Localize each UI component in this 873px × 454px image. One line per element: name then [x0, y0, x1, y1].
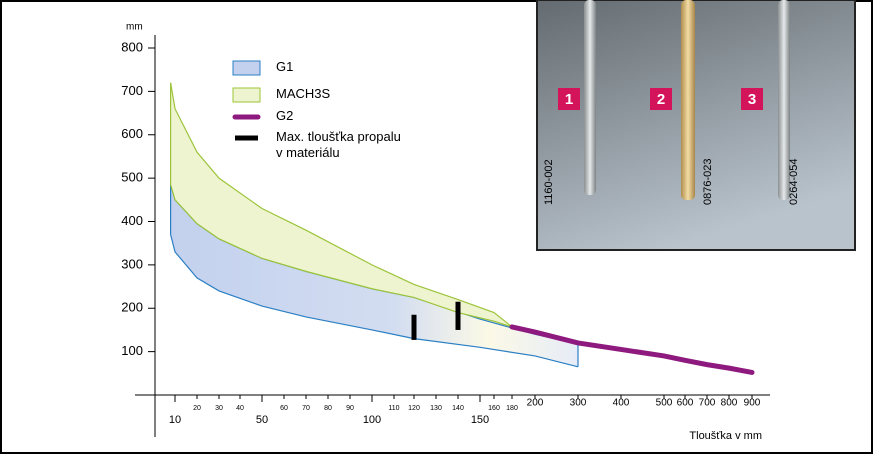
- x-tick-label: 160: [488, 405, 500, 412]
- x-tick-label: 80: [324, 405, 332, 412]
- electrode: [681, 0, 695, 200]
- x-tick-label: 300: [570, 398, 587, 409]
- x-tick-label: 20: [193, 405, 201, 412]
- y-tick-label: 400: [121, 213, 143, 228]
- part-code: 0876-023: [702, 159, 714, 206]
- x-tick-label: 30: [215, 405, 223, 412]
- x-tick-label: 180: [506, 405, 518, 412]
- legend-label: G1: [276, 59, 293, 74]
- x-axis-title: Tloušťka v mm: [689, 430, 762, 442]
- x-tick-label: 500: [656, 398, 673, 409]
- x-tick-label: 50: [256, 414, 268, 426]
- number-badge-label: 3: [748, 91, 756, 108]
- y-unit: mm: [126, 22, 143, 33]
- page: mm Tloušťka v mm G1 MACH3S G2 Max. tloušťka…: [0, 0, 873, 454]
- number-badge-label: 2: [657, 91, 665, 108]
- x-tick-label: 200: [527, 398, 544, 409]
- x-tick-label: 800: [721, 398, 738, 409]
- x-tick-label: 10: [169, 414, 181, 426]
- legend-swatch: [233, 88, 260, 102]
- y-tick-label: 500: [121, 170, 143, 185]
- legend-label: MACH3S: [276, 86, 331, 101]
- chart: mm Tloušťka v mm G1 MACH3S G2 Max. tloušťka…: [0, 0, 873, 454]
- y-tick-label: 600: [121, 126, 143, 141]
- x-tick-label: 700: [699, 398, 716, 409]
- number-badge-label: 1: [565, 91, 573, 108]
- x-tick-label: 140: [452, 405, 464, 412]
- y-tick-label: 300: [121, 256, 143, 271]
- x-tick-label: 900: [744, 398, 761, 409]
- y-tick-label: 100: [121, 343, 143, 358]
- x-tick-label: 120: [408, 405, 420, 412]
- x-tick-label: 150: [471, 414, 489, 426]
- y-tick-label: 800: [121, 39, 143, 54]
- x-tick-label: 90: [346, 405, 354, 412]
- part-code: 0264-054: [788, 159, 800, 206]
- electrode: [584, 0, 596, 195]
- x-tick-label: 70: [302, 405, 310, 412]
- y-tick-label: 200: [121, 300, 143, 315]
- x-tick-label: 40: [236, 405, 244, 412]
- inset-photo: [537, 0, 855, 250]
- x-tick-label: 130: [430, 405, 442, 412]
- y-tick-label: 700: [121, 83, 143, 98]
- x-tick-label: 60: [280, 405, 288, 412]
- legend-label: G2: [276, 108, 293, 123]
- x-tick-label: 600: [677, 398, 694, 409]
- x-tick-label: 100: [363, 414, 381, 426]
- part-code: 1160-002: [543, 159, 555, 205]
- legend-swatch: [233, 61, 260, 75]
- x-tick-label: 110: [388, 405, 399, 412]
- x-tick-label: 400: [613, 398, 630, 409]
